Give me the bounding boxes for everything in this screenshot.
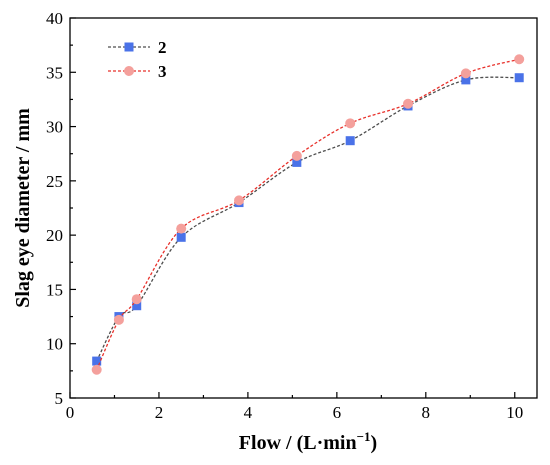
y-axis-title: Slag eye diameter / mm xyxy=(12,108,34,308)
legend-label: 3 xyxy=(158,62,167,81)
series-3 xyxy=(91,54,525,375)
y-tick-label: 20 xyxy=(46,226,63,245)
x-tick-label: 0 xyxy=(66,403,75,422)
data-point-3 xyxy=(234,195,245,206)
series-line-3 xyxy=(96,58,520,371)
data-point-2 xyxy=(514,73,524,83)
data-point-3 xyxy=(403,98,414,109)
data-point-3 xyxy=(176,223,187,234)
x-tick-label: 4 xyxy=(244,403,253,422)
x-tick-label: 6 xyxy=(333,403,342,422)
y-tick-label: 35 xyxy=(46,63,63,82)
series-line-2 xyxy=(96,76,520,362)
data-point-2 xyxy=(176,232,186,242)
data-point-2 xyxy=(292,157,302,167)
data-point-2 xyxy=(345,136,355,146)
data-point-2 xyxy=(461,75,471,85)
legend-label: 2 xyxy=(158,38,167,57)
data-point-3 xyxy=(291,150,302,161)
legend-item-2: 2 xyxy=(108,38,167,57)
y-tick-label: 5 xyxy=(55,389,64,408)
y-tick-label: 30 xyxy=(46,118,63,137)
y-tick-label: 40 xyxy=(46,9,63,28)
legend-item-3: 3 xyxy=(108,62,167,81)
x-axis-title: Flow / (L·min−1) xyxy=(239,429,377,454)
data-point-3 xyxy=(514,54,525,65)
x-tick-label: 10 xyxy=(506,403,523,422)
data-point-3 xyxy=(345,118,356,129)
data-point-2 xyxy=(92,356,102,366)
legend-marker xyxy=(124,66,134,76)
series-2 xyxy=(92,73,524,366)
data-point-3 xyxy=(113,314,124,325)
y-tick-label: 25 xyxy=(46,172,63,191)
x-tick-label: 2 xyxy=(155,403,164,422)
data-point-3 xyxy=(131,294,142,305)
legend-marker xyxy=(124,42,134,52)
x-tick-label: 8 xyxy=(422,403,431,422)
data-point-3 xyxy=(91,364,102,375)
y-tick-label: 15 xyxy=(46,280,63,299)
y-tick-label: 10 xyxy=(46,335,63,354)
data-point-2 xyxy=(132,301,142,311)
data-point-3 xyxy=(460,68,471,79)
